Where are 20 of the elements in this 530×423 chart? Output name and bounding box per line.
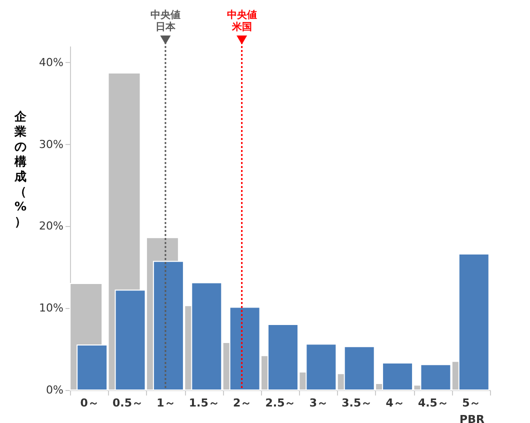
y-tick-label: 0% [46, 384, 64, 396]
x-tick-label: 0～ [80, 396, 99, 410]
ref-line-label: 中央値日本 [150, 9, 180, 33]
y-axis-title: 企業の構成（%） [14, 110, 28, 228]
y-tick-label: 10% [39, 302, 64, 315]
x-tick-label: 0.5～ [112, 396, 144, 410]
y-tick-label: 40% [39, 56, 64, 69]
x-tick-label: 3～ [309, 396, 328, 410]
x-tick-label: 5～ [462, 396, 481, 410]
x-tick-label: 4～ [386, 396, 404, 410]
y-tick-label: 20% [39, 220, 64, 233]
ref-line-label: 中央値米国 [226, 9, 257, 33]
y-tick-label: 30% [39, 138, 64, 151]
x-tick-label: 1.5～ [188, 396, 220, 410]
x-axis-title: PBR [460, 413, 485, 423]
x-tick-label: 1～ [156, 396, 176, 410]
x-tick-label: 2～ [232, 396, 252, 410]
x-tick-label: 2.5～ [265, 396, 296, 410]
x-tick-label: 4.5～ [418, 396, 448, 410]
x-tick-label: 3.5～ [342, 396, 372, 410]
